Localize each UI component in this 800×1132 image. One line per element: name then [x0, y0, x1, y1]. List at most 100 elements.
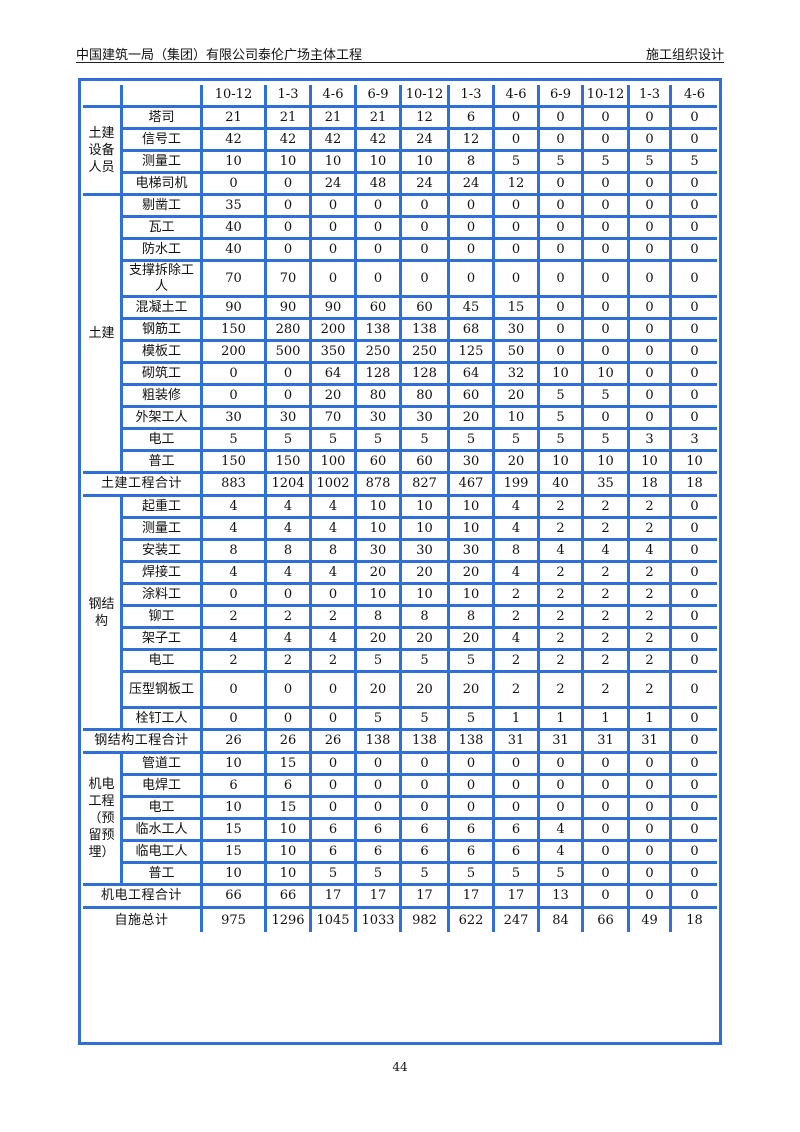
value-cell: 5 [402, 864, 450, 886]
value-cell: 10 [402, 152, 450, 174]
value-cell: 68 [450, 320, 495, 342]
job-cell: 管道工 [123, 754, 203, 776]
value-cell: 4 [540, 541, 584, 563]
value-cell: 0 [672, 776, 717, 798]
value-cell: 2 [203, 607, 267, 629]
value-cell: 0 [267, 196, 312, 218]
value-cell: 10 [267, 842, 312, 864]
value-cell: 2 [312, 651, 357, 673]
value-cell: 20 [357, 673, 402, 709]
value-cell: 10 [630, 452, 672, 474]
value-cell: 5 [203, 430, 267, 452]
value-cell: 1 [495, 709, 540, 731]
value-cell: 128 [402, 364, 450, 386]
value-cell: 0 [312, 262, 357, 298]
value-cell: 2 [584, 563, 630, 585]
subtotal-label: 钢结构工程合计 [83, 731, 203, 754]
table-row: 电焊工 6 6 0 0 0 0 0 0 0 0 0 [83, 776, 717, 798]
value-cell: 0 [540, 776, 584, 798]
value-cell: 6 [495, 820, 540, 842]
value-cell: 10 [357, 519, 402, 541]
subtotal-value: 0 [630, 886, 672, 909]
value-cell: 0 [584, 262, 630, 298]
table-row: 防水工 40 0 0 0 0 0 0 0 0 0 0 [83, 240, 717, 262]
value-cell: 6 [267, 776, 312, 798]
value-cell: 20 [450, 408, 495, 430]
value-cell: 0 [312, 776, 357, 798]
value-cell: 2 [630, 519, 672, 541]
value-cell: 0 [630, 196, 672, 218]
value-cell: 0 [672, 709, 717, 731]
value-cell: 280 [267, 320, 312, 342]
subtotal-row: 土建工程合计 883 1204 1002 878 827 467 199 40 35 18 18 [83, 474, 717, 497]
total-value: 18 [686, 912, 703, 928]
table-row: 土建设备人员 塔司 21 21 21 21 12 6 0 0 0 0 0 [83, 108, 717, 196]
value-cell: 0 [672, 629, 717, 651]
total-value: 66 [584, 909, 630, 932]
table-row: 架子工 4 4 4 20 20 20 4 2 2 2 0 [83, 629, 717, 651]
value-cell: 0 [630, 218, 672, 240]
value-cell: 10 [402, 497, 450, 519]
value-cell: 80 [402, 386, 450, 408]
value-cell: 42 [312, 130, 357, 152]
total-value: 49 [630, 909, 672, 932]
subtotal-value: 0 [672, 731, 717, 754]
value-cell: 20 [450, 673, 495, 709]
value-cell: 50 [495, 342, 540, 364]
job-cell: 砌筑工 [123, 364, 203, 386]
table-row: 压型钢板工 0 0 0 20 20 20 2 2 2 2 0 [83, 673, 717, 709]
value-cell: 0 [584, 798, 630, 820]
value-cell: 0 [584, 320, 630, 342]
period-header: 1-3 [450, 85, 495, 108]
value-cell: 200 [203, 342, 267, 364]
value-cell: 42 [203, 130, 267, 152]
value-cell: 5 [540, 430, 584, 452]
labor-table: 10-12 1-3 4-6 6-9 10-12 1-3 4-6 6-9 10-12 1-3 4-6 土… [83, 85, 717, 932]
value-cell: 2 [584, 585, 630, 607]
value-cell: 0 [450, 218, 495, 240]
value-cell: 8 [357, 607, 402, 629]
value-cell: 0 [312, 240, 357, 262]
table-row: 涂料工 0 0 0 10 10 10 2 2 2 2 0 [83, 585, 717, 607]
value-cell: 10 [584, 452, 630, 474]
subtotal-value: 467 [450, 474, 495, 497]
subtotal-value: 883 [203, 474, 267, 497]
job-cell: 塔司 [123, 108, 203, 130]
job-cell: 支撑拆除工人 [123, 262, 203, 298]
value-cell: 90 [312, 298, 357, 320]
value-cell: 10 [267, 820, 312, 842]
value-cell: 4 [203, 519, 267, 541]
value-cell: 64 [312, 364, 357, 386]
table-row: 混凝土工 90 90 90 60 60 45 15 0 0 0 0 [83, 298, 717, 320]
value-cell: 21 [203, 108, 267, 130]
subtotal-value: 35 [584, 474, 630, 497]
value-cell: 0 [584, 776, 630, 798]
page-number: 44 [392, 1060, 408, 1074]
value-cell: 2 [495, 651, 540, 673]
value-cell: 2 [630, 563, 672, 585]
value-cell: 0 [584, 342, 630, 364]
subtotal-value: 1002 [312, 474, 357, 497]
value-cell: 2 [540, 497, 584, 519]
value-cell: 2 [584, 673, 630, 709]
value-cell: 1 [540, 709, 584, 731]
value-cell: 0 [672, 673, 717, 709]
value-cell: 2 [495, 585, 540, 607]
value-cell: 0 [203, 673, 267, 709]
value-cell: 0 [672, 607, 717, 629]
value-cell: 20 [357, 563, 402, 585]
value-cell: 0 [630, 364, 672, 386]
value-cell: 6 [495, 842, 540, 864]
job-cell: 起重工 [123, 497, 203, 519]
subtotal-value: 31 [584, 731, 630, 754]
value-cell: 2 [584, 629, 630, 651]
value-cell: 0 [495, 130, 540, 152]
table-row: 临电工人 15 10 6 6 6 6 6 4 0 0 0 [83, 842, 717, 864]
period-header: 10-12 [203, 85, 267, 108]
value-cell: 0 [672, 798, 717, 820]
value-cell: 0 [495, 240, 540, 262]
subtotal-value: 138 [450, 731, 495, 754]
value-cell: 8 [495, 541, 540, 563]
value-cell: 8 [402, 607, 450, 629]
value-cell: 0 [672, 130, 717, 152]
